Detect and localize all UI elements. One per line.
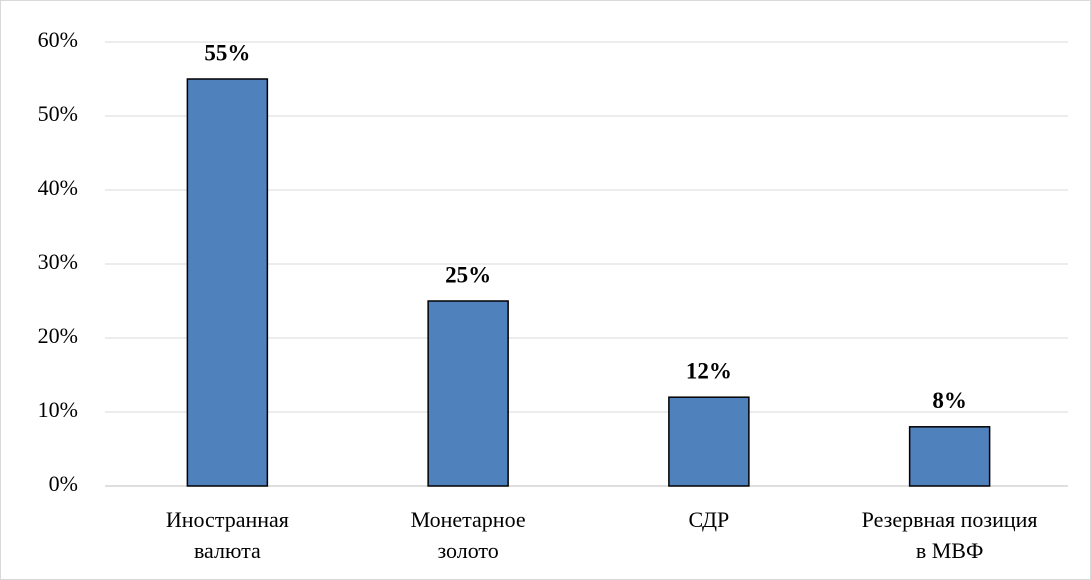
bar (427, 300, 509, 487)
data-label: 25% (445, 262, 491, 287)
y-tick-label: 40% (38, 175, 78, 200)
x-tick-label: Монетарное (411, 507, 526, 532)
y-tick-label: 50% (38, 101, 78, 126)
bar (186, 78, 269, 487)
y-tick-label: 0% (49, 471, 78, 496)
y-tick-label: 20% (38, 323, 78, 348)
bar (668, 396, 750, 487)
data-label: 8% (932, 388, 967, 413)
x-tick-label: Резервная позиция (862, 507, 1038, 532)
data-label: 55% (204, 40, 250, 65)
bar (908, 426, 991, 487)
x-tick-label: золото (437, 538, 498, 563)
x-tick-label: в МВФ (916, 538, 984, 563)
y-tick-label: 10% (38, 397, 78, 422)
x-tick-label: валюта (194, 538, 261, 563)
data-label: 12% (686, 358, 732, 383)
y-tick-label: 60% (38, 27, 78, 52)
x-tick-label: Иностранная (166, 507, 289, 532)
y-tick-label: 30% (38, 249, 78, 274)
x-tick-label: СДР (688, 507, 729, 532)
